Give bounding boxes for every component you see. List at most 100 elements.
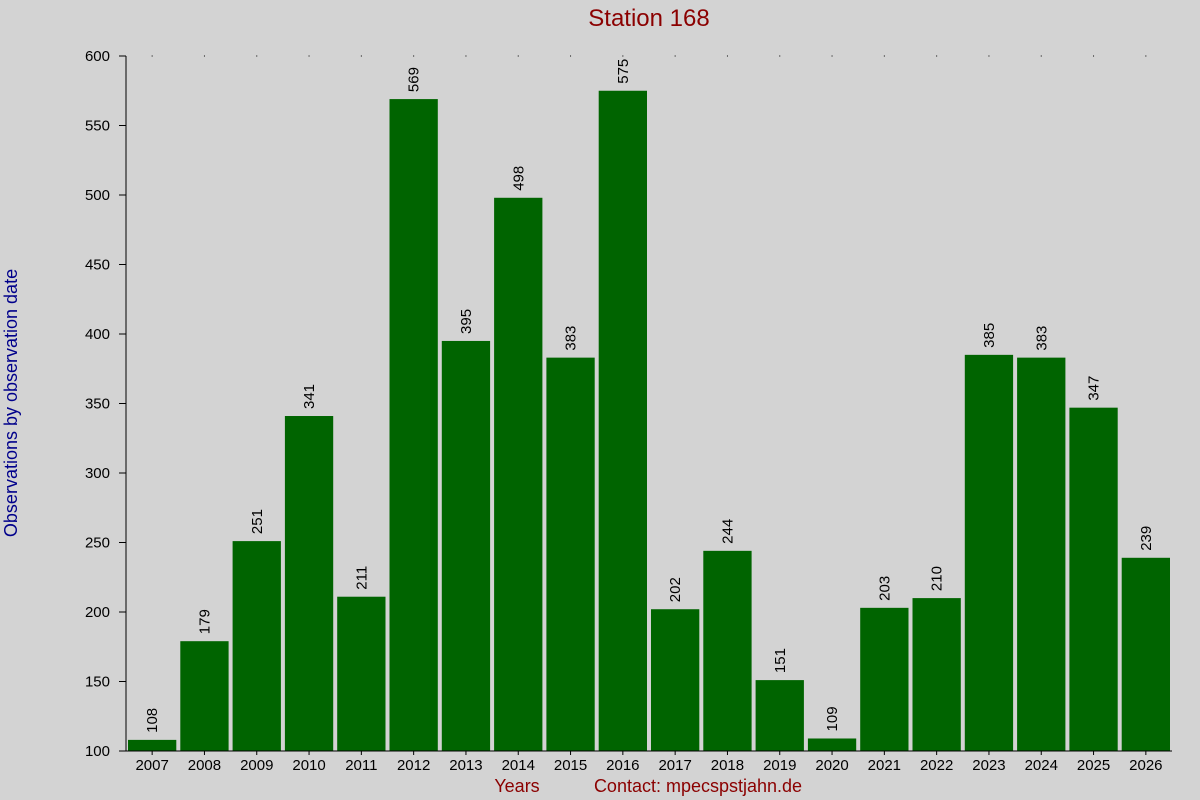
- y-tick-label: 100: [85, 743, 110, 760]
- x-tick-label: 2025: [1077, 757, 1110, 774]
- top-dot-marker: [517, 55, 519, 57]
- x-axis-ticks: 2007 2008 2009 2010 2011 2012 2013 2014 2015 2016…: [135, 751, 1163, 774]
- x-tick-label: 2007: [135, 757, 168, 774]
- y-tick-label: 250: [85, 535, 110, 552]
- bar: [232, 541, 281, 751]
- bar-value-label: 347: [1086, 376, 1103, 401]
- bar-value-label: 251: [249, 509, 266, 534]
- bar-value-label: 244: [719, 519, 736, 544]
- x-tick-label: 2014: [502, 757, 535, 774]
- bar: [755, 680, 804, 751]
- bar: [703, 550, 752, 751]
- bar: [337, 596, 386, 751]
- x-tick-label: 2023: [972, 757, 1005, 774]
- bar: [651, 609, 700, 751]
- x-axis-label: Years: [494, 776, 539, 796]
- axes: [125, 55, 1172, 752]
- bar-value-label: 210: [929, 566, 946, 591]
- bar-value-label: 575: [615, 59, 632, 84]
- bar: [284, 416, 334, 751]
- x-tick-label: 2008: [188, 757, 221, 774]
- bar: [1069, 407, 1118, 751]
- bar: [180, 641, 229, 751]
- bar-value-label: 385: [981, 323, 998, 348]
- bar-value-label: 108: [144, 708, 161, 733]
- top-dot-marker: [203, 55, 205, 57]
- bars: 108 179 251 341 211 569 395 498 383 575 202 244 151 1…: [128, 59, 1170, 752]
- y-tick-label: 450: [85, 257, 110, 274]
- top-dot-marker: [1040, 55, 1042, 57]
- x-tick-label: 2026: [1129, 757, 1162, 774]
- top-dot-marker: [831, 55, 833, 57]
- bar-value-label: 239: [1138, 526, 1155, 551]
- top-dot-marker: [465, 55, 467, 57]
- top-dot-marker: [779, 55, 781, 57]
- top-dot-marker: [1145, 55, 1147, 57]
- top-dot-marker: [360, 55, 362, 57]
- bar-value-label: 202: [667, 577, 684, 602]
- x-tick-label: 2024: [1025, 757, 1058, 774]
- top-dot-marker: [151, 55, 153, 57]
- top-dot-marker: [726, 55, 728, 57]
- x-tick-label: 2011: [345, 757, 377, 774]
- bar-value-label: 151: [772, 648, 789, 673]
- x-tick-label: 2010: [292, 757, 325, 774]
- bar-value-label: 211: [353, 566, 370, 590]
- top-dot-marker: [570, 55, 572, 57]
- x-tick-label: 2016: [606, 757, 639, 774]
- bar: [964, 354, 1014, 751]
- bar: [1017, 357, 1066, 751]
- x-tick-label: 2021: [868, 757, 901, 774]
- bar: [546, 357, 595, 751]
- bar-value-label: 383: [1033, 326, 1050, 351]
- x-tick-label: 2017: [658, 757, 691, 774]
- bar-value-label: 498: [510, 166, 527, 191]
- x-tick-label: 2012: [397, 757, 430, 774]
- bar: [128, 739, 177, 751]
- y-tick-label: 200: [85, 604, 110, 621]
- bar-value-label: 179: [196, 609, 213, 634]
- bar: [1121, 557, 1170, 751]
- bar: [912, 598, 961, 751]
- bar: [441, 340, 491, 751]
- bar: [598, 90, 647, 751]
- top-dot-marker: [988, 55, 990, 57]
- top-dot-marker: [256, 55, 258, 57]
- top-dot-marker: [1093, 55, 1095, 57]
- chart-title: Station 168: [588, 5, 709, 32]
- bar: [494, 197, 543, 751]
- bar-value-label: 341: [301, 384, 318, 409]
- y-tick-label: 150: [85, 674, 110, 691]
- bar-value-label: 109: [824, 706, 841, 731]
- x-tick-label: 2020: [815, 757, 848, 774]
- top-dot-marker: [622, 55, 624, 57]
- y-tick-label: 300: [85, 465, 110, 482]
- x-tick-label: 2022: [920, 757, 953, 774]
- bar-value-label: 203: [876, 576, 893, 601]
- top-dot-marker: [674, 55, 676, 57]
- x-tick-label: 2018: [711, 757, 744, 774]
- bar: [807, 738, 857, 751]
- y-tick-label: 600: [85, 48, 110, 65]
- x-tick-label: 2015: [554, 757, 587, 774]
- bar-value-label: 569: [406, 67, 423, 92]
- bar-value-label: 395: [458, 309, 475, 334]
- bar: [389, 99, 438, 752]
- y-tick-label: 550: [85, 118, 110, 135]
- top-dot-marker: [936, 55, 938, 57]
- top-dot-marker: [413, 55, 415, 57]
- contact-label: Contact: mpecspstjahn.de: [594, 776, 802, 796]
- top-dot-marker: [308, 55, 310, 57]
- y-tick-label: 350: [85, 396, 110, 413]
- x-tick-label: 2013: [449, 757, 482, 774]
- bar-value-label: 383: [563, 326, 580, 351]
- top-dot-marker: [883, 55, 885, 57]
- y-axis-label: Observations by observation date: [1, 269, 21, 537]
- y-tick-label: 400: [85, 326, 110, 343]
- y-axis-ticks: 100 150 200 250 300 350 400 450 500 550 600: [85, 48, 126, 760]
- bar: [860, 607, 909, 751]
- x-tick-label: 2019: [763, 757, 796, 774]
- y-tick-label: 500: [85, 187, 110, 204]
